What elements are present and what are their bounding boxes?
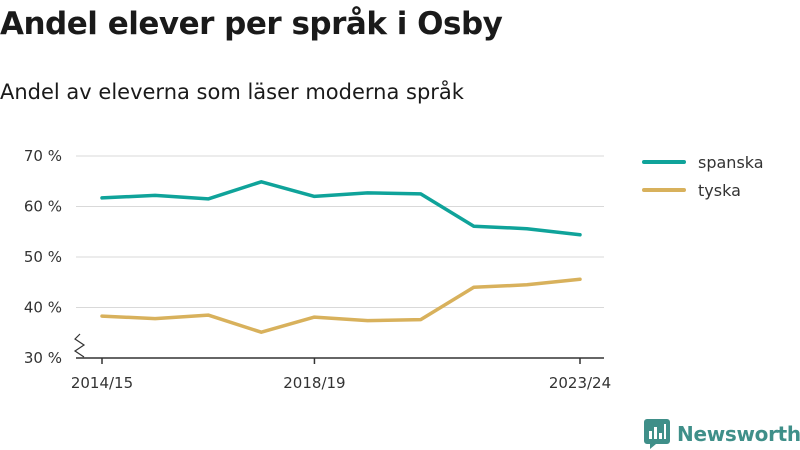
brand-name: Newsworthy [677, 422, 800, 446]
axis-break-icon [73, 333, 86, 358]
y-tick-label: 70 % [24, 147, 62, 165]
legend: spanska tyska [642, 148, 764, 204]
legend-label-spanska: spanska [698, 152, 764, 172]
brand: Newsworthy [644, 419, 800, 449]
legend-swatch-spanska [642, 160, 686, 164]
y-tick-label: 60 % [24, 198, 62, 216]
y-tick-label: 40 % [24, 299, 62, 317]
series-line-tyska [100, 277, 582, 334]
y-tick-label: 50 % [24, 248, 62, 266]
legend-item-tyska: tyska [642, 176, 764, 204]
legend-swatch-tyska [642, 188, 686, 192]
x-tick-label: 2018/19 [283, 374, 345, 392]
chart-title: Andel elever per språk i Osby [0, 6, 503, 42]
legend-item-spanska: spanska [642, 148, 764, 176]
chart-subtitle: Andel av eleverna som läser moderna språ… [0, 80, 464, 104]
legend-label-tyska: tyska [698, 180, 741, 200]
newsworthy-logo-icon [644, 419, 670, 449]
y-tick-label: 30 % [24, 349, 62, 367]
x-tick-label: 2023/24 [549, 374, 611, 392]
series-line-spanska [100, 180, 582, 237]
x-tick-label: 2014/15 [71, 374, 133, 392]
